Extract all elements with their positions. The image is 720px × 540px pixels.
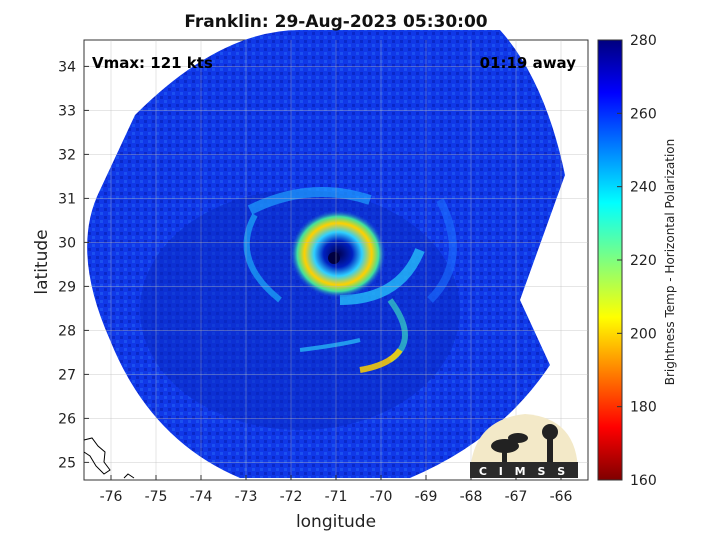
colorbar-label: Brightness Temp - Horizontal Polarizatio… bbox=[663, 138, 677, 386]
x-tick-label: -76 bbox=[100, 489, 123, 505]
y-tick-label: 29 bbox=[58, 279, 76, 295]
y-tick-label: 30 bbox=[58, 235, 76, 251]
y-axis-ticks: 25 26 27 28 29 30 31 32 33 34 bbox=[58, 59, 89, 471]
x-tick-label: -68 bbox=[460, 489, 483, 505]
y-tick-label: 28 bbox=[58, 323, 76, 339]
coastline bbox=[83, 437, 111, 475]
svg-text:C I M S S: C I M S S bbox=[479, 465, 569, 478]
colorbar-tick-label: 240 bbox=[630, 180, 657, 196]
coastline-island bbox=[123, 473, 135, 479]
vmax-annotation: Vmax: 121 kts bbox=[92, 54, 213, 72]
grid bbox=[84, 40, 588, 480]
y-axis-label: latitude bbox=[32, 229, 52, 295]
colorbar-tick-label: 180 bbox=[630, 400, 657, 416]
x-tick-label: -66 bbox=[550, 489, 573, 505]
y-tick-label: 33 bbox=[58, 103, 76, 119]
brightness-temperature-swath bbox=[87, 30, 565, 478]
y-tick-label: 32 bbox=[58, 147, 76, 163]
y-tick-label: 31 bbox=[58, 191, 76, 207]
x-axis-label: longitude bbox=[295, 512, 377, 532]
colorbar-tick-label: 280 bbox=[630, 33, 657, 49]
x-tick-label: -70 bbox=[370, 489, 393, 505]
x-tick-label: -71 bbox=[325, 489, 348, 505]
time-away-annotation: 01:19 away bbox=[479, 54, 576, 72]
colorbar-tick-label: 200 bbox=[630, 326, 657, 342]
x-tick-label: -67 bbox=[505, 489, 528, 505]
colorbar-ticks: 160 180 200 220 240 260 280 bbox=[617, 33, 657, 489]
colorbar-tick-label: 160 bbox=[630, 473, 657, 489]
y-tick-label: 27 bbox=[58, 367, 76, 383]
x-tick-label: -73 bbox=[235, 489, 258, 505]
chart-title: Franklin: 29-Aug-2023 05:30:00 bbox=[184, 12, 488, 32]
y-tick-label: 25 bbox=[58, 455, 76, 471]
x-tick-label: -72 bbox=[280, 489, 303, 505]
y-tick-label: 26 bbox=[58, 411, 76, 427]
y-tick-label: 34 bbox=[58, 59, 76, 75]
colorbar-tick-label: 260 bbox=[630, 106, 657, 122]
x-tick-label: -74 bbox=[190, 489, 213, 505]
x-tick-label: -69 bbox=[415, 489, 438, 505]
colorbar-tick-label: 220 bbox=[630, 253, 657, 269]
storm-eye bbox=[328, 252, 340, 264]
x-axis-ticks: -76 -75 -74 -73 -72 -71 -70 -69 -68 -67 -66 bbox=[100, 475, 573, 505]
cimss-logo: C I M S S bbox=[470, 414, 579, 478]
x-tick-label: -75 bbox=[145, 489, 168, 505]
